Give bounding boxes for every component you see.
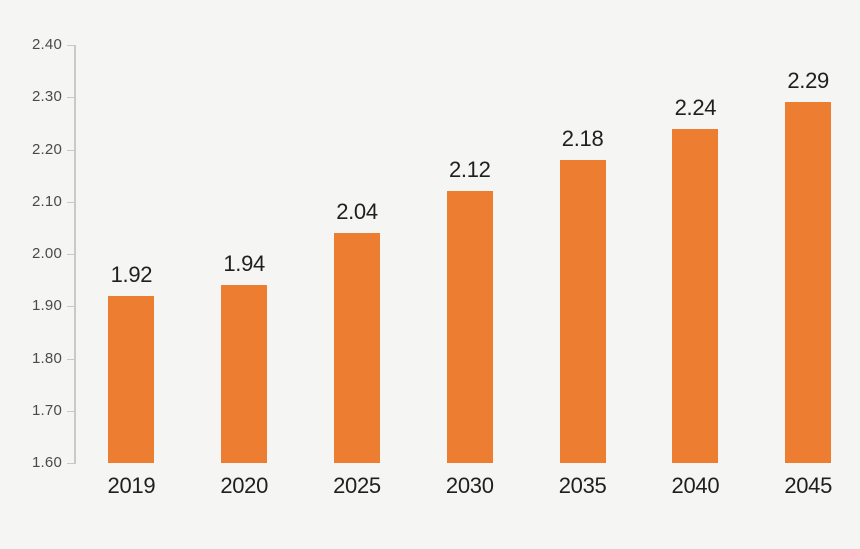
bar — [334, 233, 380, 463]
y-tick-mark — [67, 149, 75, 151]
bar — [672, 128, 719, 463]
y-tick-mark — [67, 254, 75, 255]
y-tick-label: 2.40 — [32, 36, 62, 53]
bar — [785, 102, 832, 463]
y-tick-label: 2.20 — [32, 140, 62, 158]
y-tick-mark — [67, 97, 75, 99]
x-tick-label: 2035 — [558, 473, 607, 498]
data-label: 2.24 — [674, 94, 717, 120]
x-tick-label: 2045 — [784, 473, 833, 498]
x-tick-label: 2025 — [333, 473, 381, 498]
bar — [108, 295, 155, 463]
y-tick-mark — [67, 410, 75, 412]
y-tick-label: 2.30 — [32, 88, 62, 106]
bar — [446, 191, 493, 463]
y-tick-mark — [67, 463, 75, 464]
bar — [559, 159, 606, 463]
x-tick-label: 2019 — [107, 473, 156, 498]
data-label: 2.12 — [448, 157, 491, 183]
y-tick-label: 2.10 — [32, 192, 62, 210]
y-tick-mark — [67, 358, 75, 360]
y-tick-label: 1.80 — [32, 349, 62, 367]
x-tick-label: 2030 — [445, 473, 494, 498]
y-tick-label: 2.00 — [32, 245, 62, 262]
data-label: 2.29 — [787, 68, 829, 94]
data-label: 2.04 — [336, 199, 378, 225]
data-label: 1.94 — [223, 251, 265, 277]
y-tick-mark — [67, 306, 75, 308]
x-tick-label: 2020 — [220, 473, 269, 498]
y-tick-mark — [67, 45, 75, 46]
data-label: 1.92 — [110, 261, 153, 287]
y-tick-mark — [67, 201, 75, 203]
data-label: 2.18 — [561, 125, 604, 151]
y-axis-line — [74, 45, 76, 464]
x-tick-label: 2040 — [671, 473, 720, 498]
y-tick-label: 1.70 — [32, 401, 62, 419]
y-tick-label: 1.90 — [32, 297, 62, 315]
bar — [221, 285, 268, 463]
y-tick-label: 1.60 — [32, 454, 62, 471]
